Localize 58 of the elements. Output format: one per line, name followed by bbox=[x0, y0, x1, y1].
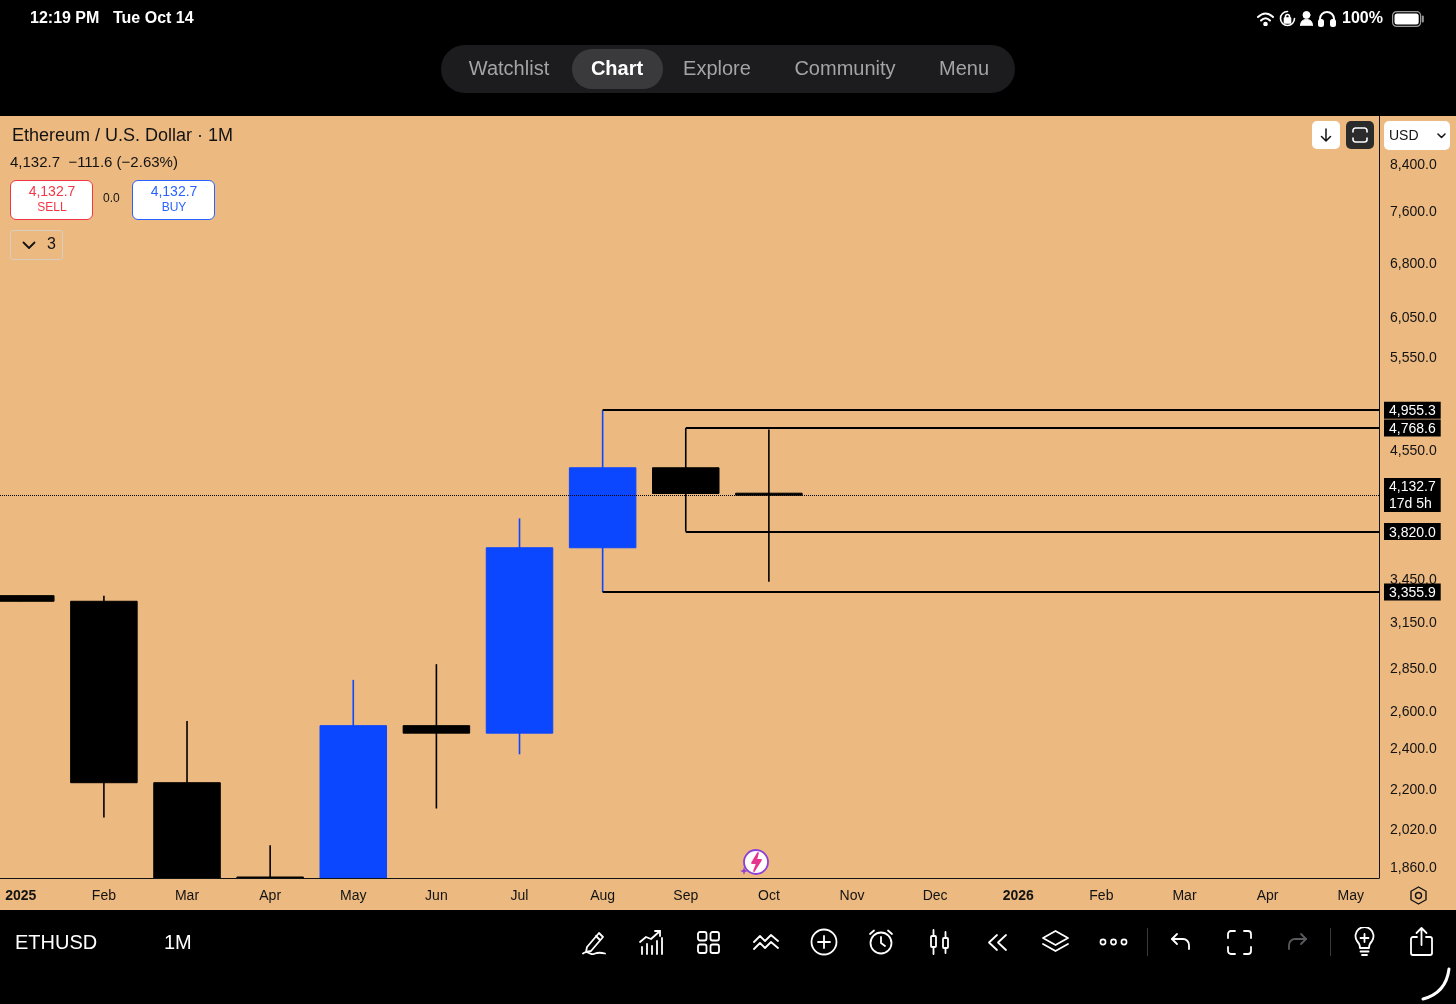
x-tick-label: 2026 bbox=[1002, 887, 1035, 903]
x-tick-label: Oct bbox=[757, 887, 780, 903]
x-tick-label: Apr bbox=[1256, 887, 1279, 903]
annotation: 4,132.7 bbox=[28, 183, 76, 200]
y-tick-label: 5,550.0 bbox=[1390, 349, 1437, 366]
x-tick-label: 2025 bbox=[5, 887, 37, 903]
collapse-button: 3 bbox=[10, 230, 63, 260]
text: Chart bbox=[590, 57, 644, 80]
x-tick-label: May bbox=[340, 887, 367, 903]
ref-line-label: 3,820.0 bbox=[1389, 523, 1436, 540]
annotation: 3 bbox=[47, 235, 56, 254]
y-tick-label: 3,150.0 bbox=[1390, 613, 1437, 630]
x-tick-label: Feb bbox=[1089, 887, 1114, 903]
y-tick-label: 2,600.0 bbox=[1390, 703, 1437, 720]
text: Explore bbox=[683, 57, 751, 80]
y-tick-label: 6,800.0 bbox=[1390, 254, 1437, 271]
y-tick-label: 2,200.0 bbox=[1390, 781, 1437, 798]
ref-line-label: 4,768.6 bbox=[1389, 420, 1436, 437]
candlestick bbox=[236, 844, 304, 878]
x-tick-label: Jun bbox=[425, 887, 448, 903]
text: Ethereum / U.S. Dollar · 1M bbox=[12, 125, 234, 146]
ref-line-label: 4,955.3 bbox=[1389, 402, 1436, 419]
annotation: SELL bbox=[37, 200, 67, 215]
annotation: 4,132.7 bbox=[150, 183, 198, 200]
x-tick-label: Feb bbox=[91, 887, 117, 903]
text: ETHUSD bbox=[15, 931, 98, 954]
x-tick-label: Mar bbox=[174, 887, 200, 903]
x-tick-label: May bbox=[1337, 887, 1364, 903]
x-tick-label: Dec bbox=[922, 887, 948, 903]
candlestick bbox=[402, 663, 471, 810]
annotation: BUY bbox=[161, 200, 187, 215]
x-tick-label: Jul bbox=[510, 887, 529, 903]
text: Watchlist bbox=[468, 57, 550, 80]
text: 4,132.7 −111.6 (−2.63%) bbox=[10, 153, 178, 171]
x-tick-label: Mar bbox=[1172, 887, 1197, 903]
text: 100% bbox=[1342, 9, 1383, 28]
y-tick-label: 2,400.0 bbox=[1390, 740, 1437, 757]
x-tick-label: Apr bbox=[259, 887, 282, 903]
sell-button: 4,132.7 SELL bbox=[10, 180, 93, 220]
y-tick-label: 7,600.0 bbox=[1390, 202, 1437, 219]
y-tick-label: 2,020.0 bbox=[1390, 820, 1437, 837]
x-tick-label: Sep bbox=[673, 887, 699, 903]
buy-button: 4,132.7 BUY bbox=[132, 180, 215, 220]
y-tick-label: 2,850.0 bbox=[1390, 660, 1437, 677]
y-tick-label: 8,400.0 bbox=[1390, 155, 1437, 172]
text: Community bbox=[794, 57, 896, 80]
text: Menu bbox=[938, 57, 990, 80]
text: 12:19 PM bbox=[30, 9, 100, 28]
y-tick-label: 1,860.0 bbox=[1390, 859, 1437, 876]
ref-line-label: 4,132.7 17d 5h bbox=[1389, 478, 1436, 512]
currency-dropdown: USD bbox=[1384, 121, 1450, 150]
y-tick-label: 6,050.0 bbox=[1390, 309, 1437, 326]
x-tick-label: Aug bbox=[590, 887, 616, 903]
x-tick-label: Nov bbox=[839, 887, 865, 903]
annotation: 0.0 bbox=[103, 191, 120, 206]
text: 1M bbox=[164, 931, 192, 954]
text: Tue Oct 14 bbox=[113, 9, 194, 28]
y-tick-label: 4,550.0 bbox=[1390, 442, 1437, 459]
